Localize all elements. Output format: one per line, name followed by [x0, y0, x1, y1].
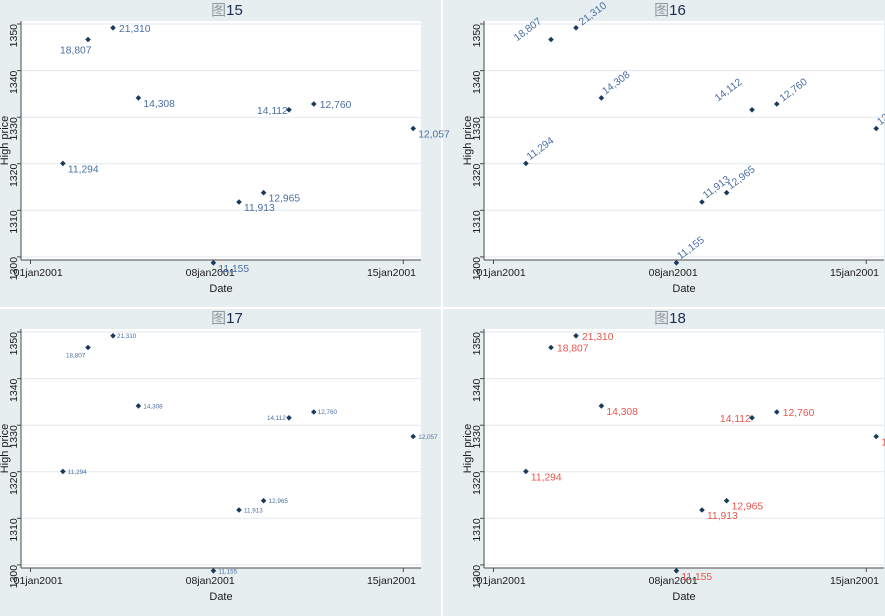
svg-text:11,913: 11,913: [244, 508, 263, 515]
svg-text:11,155: 11,155: [218, 264, 249, 275]
svg-text:1350: 1350: [8, 332, 20, 356]
svg-text:1340: 1340: [8, 70, 20, 94]
svg-text:01jan2001: 01jan2001: [14, 267, 63, 279]
svg-text:1310: 1310: [8, 518, 20, 542]
svg-text:High price: High price: [462, 424, 474, 474]
svg-text:15jan2001: 15jan2001: [367, 267, 416, 279]
svg-text:21,310: 21,310: [119, 24, 151, 35]
svg-text:1340: 1340: [8, 378, 20, 402]
svg-text:1320: 1320: [8, 472, 20, 496]
svg-text:14,308: 14,308: [143, 403, 163, 410]
svg-text:1350: 1350: [471, 332, 483, 356]
svg-text:14,112: 14,112: [720, 414, 751, 425]
svg-text:08jan2001: 08jan2001: [186, 575, 235, 587]
svg-text:图18: 图18: [654, 310, 686, 327]
svg-text:14,308: 14,308: [143, 99, 175, 110]
svg-text:1320: 1320: [8, 164, 20, 188]
svg-text:1310: 1310: [471, 210, 483, 234]
svg-text:12,057: 12,057: [418, 434, 438, 441]
svg-text:1310: 1310: [471, 518, 483, 542]
svg-text:18,807: 18,807: [557, 344, 589, 355]
svg-text:图16: 图16: [654, 2, 686, 19]
svg-text:14,112: 14,112: [257, 106, 288, 117]
svg-text:11,294: 11,294: [68, 469, 87, 476]
svg-text:1310: 1310: [8, 210, 20, 234]
svg-text:1340: 1340: [471, 378, 483, 402]
svg-text:图17: 图17: [211, 310, 243, 327]
svg-text:15jan2001: 15jan2001: [830, 575, 879, 587]
svg-text:08jan2001: 08jan2001: [649, 267, 698, 279]
svg-text:18,807: 18,807: [60, 46, 92, 57]
svg-text:01jan2001: 01jan2001: [477, 267, 526, 279]
svg-text:High price: High price: [0, 116, 11, 166]
svg-text:12,760: 12,760: [320, 100, 352, 111]
svg-text:11,155: 11,155: [218, 568, 237, 575]
svg-text:12,965: 12,965: [269, 498, 289, 505]
svg-text:01jan2001: 01jan2001: [477, 575, 526, 587]
svg-text:11,294: 11,294: [531, 472, 562, 483]
svg-text:Date: Date: [209, 283, 232, 295]
svg-text:21,310: 21,310: [582, 332, 614, 343]
svg-text:21,310: 21,310: [117, 333, 137, 340]
svg-text:图15: 图15: [211, 2, 243, 19]
svg-text:Date: Date: [209, 591, 232, 603]
svg-text:14,308: 14,308: [606, 407, 638, 418]
svg-text:12,965: 12,965: [269, 194, 301, 205]
svg-text:1320: 1320: [471, 472, 483, 496]
svg-text:12,760: 12,760: [783, 408, 815, 419]
svg-text:18,807: 18,807: [66, 353, 86, 360]
svg-text:15jan2001: 15jan2001: [367, 575, 416, 587]
svg-text:High price: High price: [462, 116, 474, 166]
svg-text:12,057: 12,057: [881, 438, 885, 449]
svg-text:12,760: 12,760: [318, 409, 338, 416]
svg-text:11,294: 11,294: [68, 164, 99, 175]
svg-text:1320: 1320: [471, 164, 483, 188]
svg-text:1350: 1350: [8, 24, 20, 48]
svg-text:11,155: 11,155: [681, 572, 712, 583]
svg-text:High price: High price: [0, 424, 11, 474]
svg-text:Date: Date: [672, 283, 695, 295]
svg-text:1340: 1340: [471, 70, 483, 94]
svg-text:Date: Date: [672, 591, 695, 603]
svg-text:01jan2001: 01jan2001: [14, 575, 63, 587]
svg-text:12,965: 12,965: [732, 502, 764, 513]
svg-text:14,112: 14,112: [267, 415, 286, 422]
svg-text:1350: 1350: [471, 24, 483, 48]
svg-text:15jan2001: 15jan2001: [830, 267, 879, 279]
